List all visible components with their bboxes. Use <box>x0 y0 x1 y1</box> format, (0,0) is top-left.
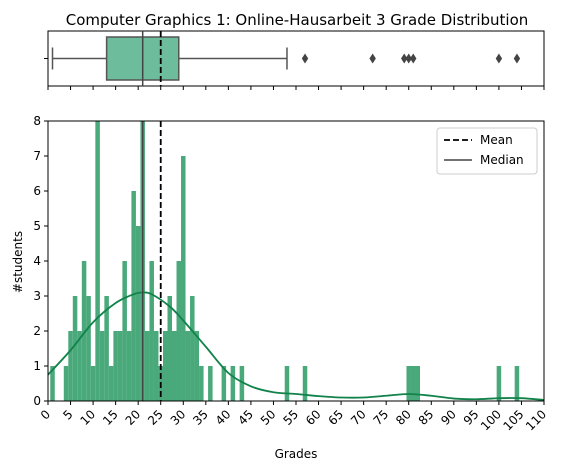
histogram-bar <box>496 366 502 401</box>
y-tick-label: 2 <box>33 324 41 338</box>
histogram-bar <box>135 226 141 401</box>
histogram-bar <box>230 366 236 401</box>
y-tick-label: 6 <box>33 184 41 198</box>
histogram-bar <box>81 261 87 401</box>
histogram-bar <box>122 261 127 401</box>
x-tick-label: 60 <box>303 407 324 428</box>
boxplot-outlier <box>513 53 521 64</box>
y-tick-label: 1 <box>33 359 41 373</box>
x-axis-ticks: 0 5 10 15 20 25 30 35 40 45 50 55 60 65 70 75 80 85 90 9510… <box>38 401 549 433</box>
y-tick-label: 5 <box>33 219 41 233</box>
histogram-bar <box>99 331 105 401</box>
x-tick-label: 15 <box>100 407 121 428</box>
x-tick-label: 30 <box>168 407 189 428</box>
histogram-panel: 0 5 10 15 20 25 30 35 40 45 50 55 60 65 70 75 80 85 90 9510… <box>11 114 549 461</box>
y-axis-ticks: 0 1 2 3 4 5 6 7 8 <box>33 114 48 408</box>
legend-median-label: Median <box>480 153 524 167</box>
histogram-bar <box>406 366 411 401</box>
kde-curve <box>47 291 545 401</box>
x-tick-label: 90 <box>438 407 459 428</box>
y-tick-label: 3 <box>33 289 41 303</box>
x-tick-label: 105 <box>500 407 526 433</box>
histogram-bar <box>153 331 159 401</box>
x-tick-label: 50 <box>258 407 279 428</box>
y-tick-label: 7 <box>33 149 41 163</box>
chart-legend: Mean Median <box>436 127 538 175</box>
histogram-bar <box>126 331 132 401</box>
histogram-bar <box>239 366 245 401</box>
histogram-bar <box>77 331 82 401</box>
histogram-bar <box>176 261 182 401</box>
x-tick-label: 45 <box>235 407 256 428</box>
histogram-bar <box>95 121 100 401</box>
histogram-bar <box>410 366 416 401</box>
histogram-bar <box>131 191 136 401</box>
x-tick-label: 40 <box>213 407 234 428</box>
boxplot-panel <box>44 30 545 90</box>
boxplot-outlier <box>405 53 412 64</box>
histogram-bar <box>104 296 109 401</box>
boxplot-ticks <box>44 58 545 90</box>
histogram-bar <box>284 366 290 401</box>
x-tick-label: 110 <box>523 407 549 433</box>
histogram-bar <box>415 366 420 401</box>
histogram-bar <box>113 331 118 401</box>
histogram-bar <box>208 366 213 401</box>
x-tick-label: 85 <box>416 407 437 428</box>
y-tick-label: 0 <box>33 394 41 408</box>
histogram-bar <box>72 296 78 401</box>
histogram-bar <box>221 366 227 401</box>
histogram-bar <box>167 296 172 401</box>
histogram-bar <box>181 156 186 401</box>
x-tick-label: 25 <box>145 407 166 428</box>
x-tick-label: 70 <box>348 407 369 428</box>
boxplot-body <box>51 31 521 86</box>
x-tick-label: 75 <box>371 407 392 428</box>
histogram-bar <box>302 366 308 401</box>
boxplot-outlier <box>401 53 408 64</box>
histogram-bar <box>86 296 91 401</box>
histogram-bar <box>194 331 200 401</box>
histogram-bar <box>199 366 204 401</box>
x-axis-label: Grades <box>275 447 318 461</box>
boxplot-outlier <box>301 53 309 64</box>
x-tick-label: 20 <box>123 407 144 428</box>
histogram-bar <box>190 296 195 401</box>
legend-mean-label: Mean <box>480 133 513 147</box>
x-tick-label: 65 <box>326 407 347 428</box>
histogram-bar <box>514 366 520 401</box>
boxplot-outlier <box>410 53 417 64</box>
histogram-bar <box>172 331 177 401</box>
x-tick-label: 55 <box>280 407 301 428</box>
x-tick-label: 10 <box>78 407 99 428</box>
histogram-bar <box>144 331 150 401</box>
x-tick-label: 5 <box>60 407 75 422</box>
y-tick-label: 8 <box>33 114 41 128</box>
histogram-bar <box>108 366 114 401</box>
x-tick-label: 35 <box>190 407 211 428</box>
chart-title: Computer Graphics 1: Online-Hausarbeit 3… <box>66 11 529 29</box>
boxplot-outlier <box>495 53 503 64</box>
histogram-bar <box>68 331 73 401</box>
histogram-bar <box>63 366 69 401</box>
boxplot-outlier <box>369 53 376 64</box>
histogram-bar <box>185 331 191 401</box>
x-tick-label: 0 <box>38 407 53 422</box>
histogram-bar <box>117 331 123 401</box>
histogram-bar <box>162 331 168 401</box>
histogram-bar <box>149 261 154 401</box>
histogram-bar <box>90 366 96 401</box>
y-tick-label: 4 <box>33 254 41 268</box>
x-tick-label: 100 <box>478 407 504 433</box>
y-axis-label: #students <box>11 231 25 293</box>
x-tick-label: 80 <box>393 407 414 428</box>
histogram-bar <box>50 366 55 401</box>
